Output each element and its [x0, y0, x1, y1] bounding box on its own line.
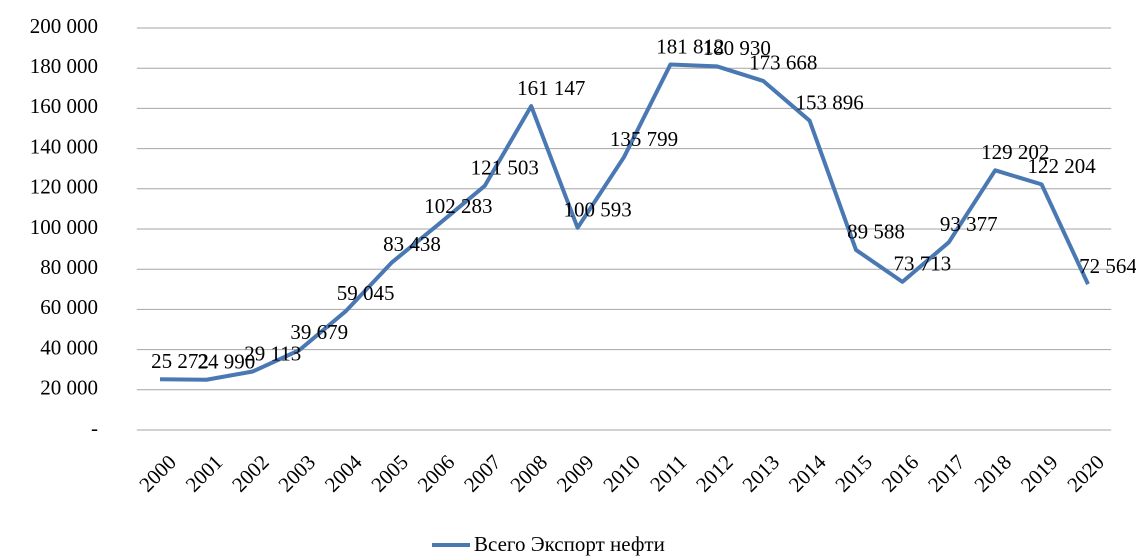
x-tick-label: 2001 [181, 450, 228, 497]
y-tick-label: 140 000 [30, 134, 98, 158]
x-tick-label: 2019 [1016, 450, 1063, 497]
data-label: 122 204 [1027, 154, 1096, 178]
y-tick-label: 60 000 [40, 295, 98, 319]
data-label: 59 045 [337, 281, 395, 305]
x-tick-label: 2015 [830, 450, 877, 497]
x-tick-label: 2008 [505, 450, 552, 497]
x-tick-label: 2002 [227, 450, 274, 497]
data-label: 129 202 [981, 140, 1049, 164]
x-tick-label: 2020 [1062, 450, 1109, 497]
data-label: 121 503 [471, 156, 539, 180]
x-tick-label: 2009 [552, 450, 599, 497]
x-tick-label: 2006 [413, 450, 460, 497]
data-label: 181 812 [656, 34, 724, 58]
data-label: 89 588 [847, 220, 905, 244]
data-label: 100 593 [563, 198, 631, 222]
data-label: 135 799 [610, 127, 678, 151]
y-tick-label: 200 000 [30, 14, 98, 38]
data-label: 24 990 [198, 350, 256, 374]
x-tick-label: 2011 [645, 450, 691, 496]
x-tick-label: 2000 [134, 450, 181, 497]
data-label: 72 564 [1079, 254, 1136, 278]
legend-label: Всего Экспорт нефти [474, 532, 665, 556]
y-tick-label: 80 000 [40, 255, 98, 279]
x-tick-label: 2014 [784, 450, 831, 497]
x-tick-label: 2005 [366, 450, 413, 497]
y-tick-label: - [91, 416, 98, 440]
x-tick-label: 2003 [273, 450, 320, 497]
x-tick-label: 2017 [923, 450, 970, 497]
data-label: 39 679 [290, 320, 348, 344]
x-tick-label: 2010 [598, 450, 645, 497]
x-tick-label: 2012 [691, 450, 738, 497]
series-line [159, 62, 1090, 382]
data-label: 153 896 [795, 90, 863, 114]
data-label: 83 438 [383, 232, 441, 256]
x-tick-label: 2013 [737, 450, 784, 497]
data-label: 180 930 [703, 36, 771, 60]
y-tick-label: 100 000 [30, 215, 98, 239]
x-tick-label: 2016 [877, 450, 924, 497]
data-label: 25 272 [151, 349, 209, 373]
y-tick-label: 20 000 [40, 376, 98, 400]
y-tick-label: 160 000 [30, 94, 98, 118]
data-label: 93 377 [940, 212, 998, 236]
data-label: 173 668 [749, 51, 817, 75]
data-label: 73 713 [894, 252, 952, 276]
x-tick-label: 2018 [969, 450, 1016, 497]
y-tick-label: 40 000 [40, 335, 98, 359]
data-label: 102 283 [424, 194, 492, 218]
x-tick-label: 2004 [320, 450, 367, 497]
data-label: 29 113 [244, 341, 301, 365]
data-label: 161 147 [517, 76, 585, 100]
y-tick-label: 180 000 [30, 54, 98, 78]
x-tick-label: 2007 [459, 450, 506, 497]
y-tick-label: 120 000 [30, 175, 98, 199]
